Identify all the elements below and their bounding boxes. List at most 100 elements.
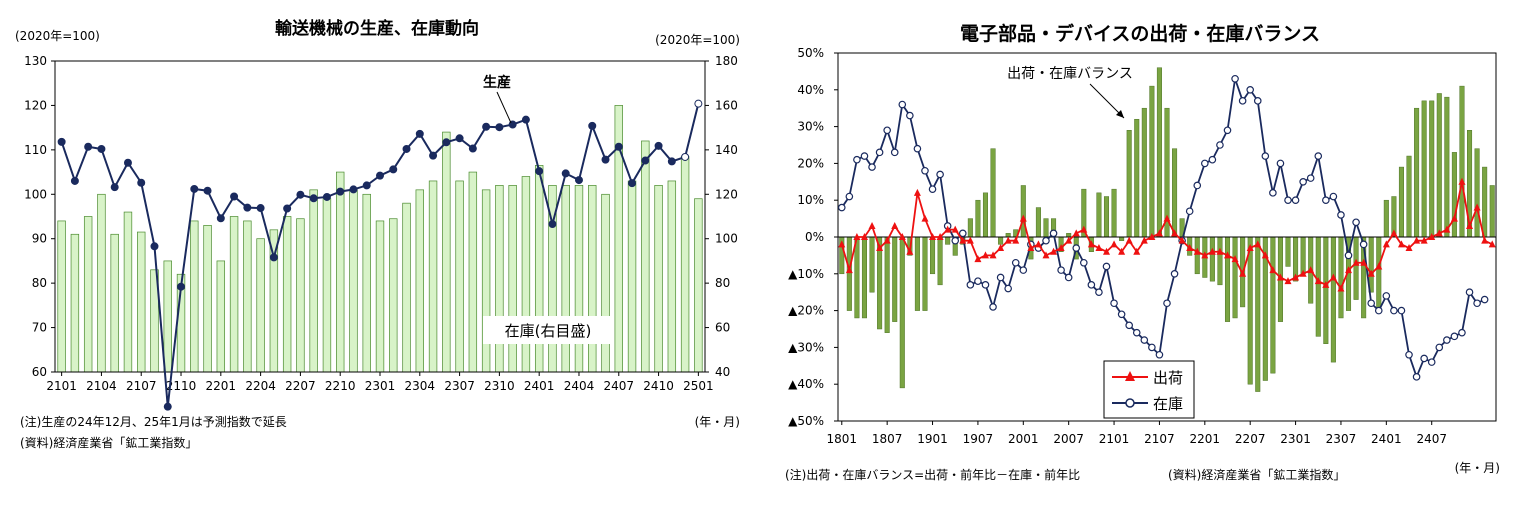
production-point: [97, 144, 106, 153]
x-tick-label: 2101: [1099, 432, 1130, 446]
production-point: [574, 176, 583, 185]
inventory-bar: [574, 185, 584, 373]
x-tick-label: 2201: [1190, 432, 1221, 446]
y-tick-label: ▲30%: [788, 340, 824, 354]
production-point: [495, 123, 504, 132]
right-y-tick-label: 140: [715, 143, 738, 157]
production-point: [309, 194, 318, 203]
production-point: [548, 220, 557, 229]
shipment-point: [1148, 233, 1156, 240]
inventory-point: [906, 111, 914, 120]
inventory-point: [883, 126, 891, 135]
inventory-point: [1299, 178, 1307, 186]
inventory-point: [1435, 343, 1444, 352]
production-point: [296, 190, 305, 199]
shipment-point: [1231, 255, 1239, 263]
balance-bar: [1232, 236, 1238, 319]
shipment-point: [1050, 247, 1058, 255]
y-tick-label: 40%: [797, 83, 824, 97]
inventory-point: [1140, 336, 1149, 344]
shipment-point: [883, 236, 891, 244]
inventory-bar: [243, 220, 252, 373]
production-point: [230, 192, 239, 201]
balance-bar: [861, 236, 867, 319]
shipment-point: [876, 244, 884, 252]
inventory-point: [1291, 196, 1300, 205]
balance-bar: [998, 236, 1004, 245]
shipment-point: [936, 233, 944, 240]
production-point: [681, 152, 690, 161]
shipment-point: [1299, 269, 1307, 277]
inventory-point: [1284, 196, 1292, 205]
inventory-bar: [389, 218, 398, 373]
inventory-point: [1450, 332, 1459, 341]
inventory-point: [1306, 174, 1315, 182]
production-point: [667, 157, 676, 166]
right-plot: ▲50% ▲40% ▲30% ▲20% ▲10% 0% 10% 20% 30% 40% 50% 180…: [788, 46, 1497, 446]
inventory-point: [1163, 299, 1171, 308]
left-x-tick-label: 2310: [484, 379, 515, 393]
y-tick-label: 50%: [797, 46, 824, 60]
balance-bar: [1066, 233, 1072, 238]
balance-bar: [922, 236, 928, 311]
shipment-point: [1004, 236, 1012, 244]
inventory-point: [1405, 350, 1413, 359]
balance-bar: [1398, 166, 1404, 238]
inventory-point: [1155, 350, 1164, 359]
inventory-bar: [667, 180, 677, 373]
legend-inventory-marker: [1125, 398, 1135, 408]
right-legend: 出荷 在庫: [1103, 360, 1195, 419]
shipment-point: [1382, 240, 1390, 248]
production-point: [588, 121, 597, 130]
inventory-point: [1420, 354, 1428, 363]
production-point: [442, 138, 451, 147]
shipment-point: [1292, 273, 1300, 281]
left-y-tick-label: 60: [32, 365, 47, 379]
shipment-point: [1072, 229, 1080, 237]
shipment-point: [868, 221, 876, 229]
shipment-point: [1488, 240, 1496, 248]
inventory-point: [1382, 292, 1391, 300]
inventory-point: [1102, 262, 1111, 271]
shipment-point: [1216, 247, 1224, 255]
right-chart-note: (注)出荷・在庫バランス=出荷・前年比－在庫・前年比: [785, 467, 1080, 482]
inventory-bar: [428, 180, 438, 373]
production-point: [561, 169, 570, 178]
balance-bar: [945, 236, 951, 245]
shipment-point: [1307, 266, 1315, 274]
inventory-point: [1080, 258, 1088, 267]
shipment-point: [951, 225, 959, 233]
balance-bar: [1406, 155, 1412, 238]
balance-bar: [1436, 93, 1442, 238]
balance-bar: [1300, 236, 1306, 275]
shipment-point: [1458, 177, 1466, 185]
balance-bar: [1444, 96, 1450, 238]
y-tick-label: ▲40%: [788, 377, 824, 391]
inventory-point: [1072, 244, 1081, 252]
inventory-point: [1412, 373, 1421, 381]
shipment-point: [1178, 236, 1186, 244]
production-point: [455, 134, 464, 143]
shipment-point: [959, 236, 967, 244]
balance-bar: [1353, 236, 1359, 300]
shipment-point: [1125, 236, 1133, 244]
balance-bar: [1096, 192, 1102, 238]
left-x-tick-label: 2401: [524, 379, 555, 393]
inventory-point: [981, 281, 990, 289]
inventory-bar: [601, 193, 610, 373]
balance-bar: [1451, 152, 1457, 238]
x-tick-label: 1807: [872, 432, 903, 446]
left-x-tick-label: 2307: [444, 379, 475, 393]
inventory-bar: [229, 216, 239, 373]
shipment-point: [1314, 277, 1322, 285]
production-point: [389, 165, 398, 174]
left-x-tick-label: 2204: [245, 379, 276, 393]
inventory-point: [1095, 288, 1103, 297]
left-x-tick-label: 2501: [683, 379, 714, 393]
balance-bar: [1489, 185, 1495, 238]
shipment-point: [974, 255, 982, 263]
shipment-point: [1450, 214, 1458, 222]
inventory-point: [1397, 306, 1406, 315]
right-y-tick-label: 100: [715, 232, 738, 246]
balance-bar: [1224, 236, 1231, 322]
